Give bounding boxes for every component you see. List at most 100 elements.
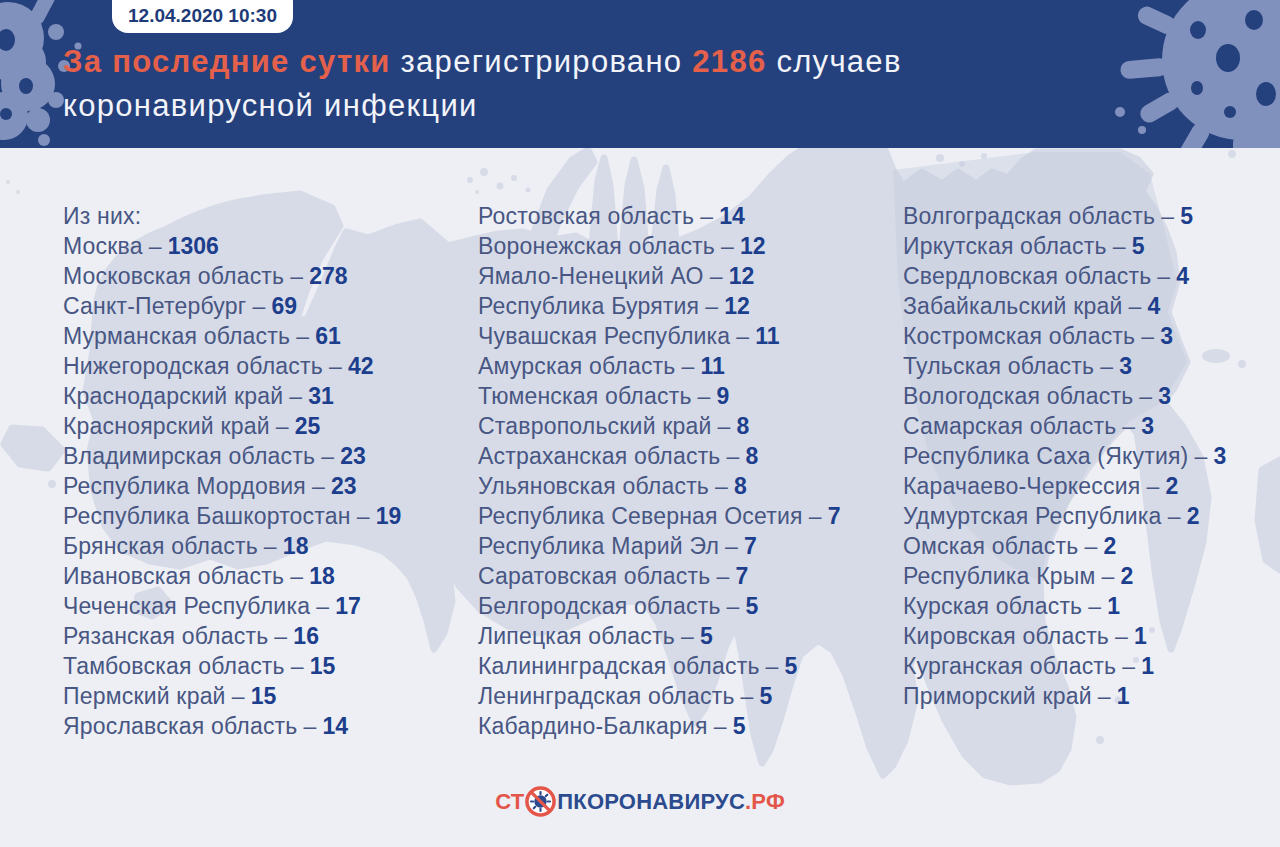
region-stat-row: Ростовская область–14 bbox=[478, 201, 841, 231]
region-name: Ростовская область bbox=[478, 203, 694, 229]
region-name: Ярославская область bbox=[63, 713, 298, 739]
region-case-count: 12 bbox=[729, 263, 755, 289]
dash-separator: – bbox=[1100, 353, 1113, 379]
region-list-column-3: Волгоградская область–5Иркутская область… bbox=[903, 201, 1226, 711]
dash-separator: – bbox=[290, 563, 303, 589]
dash-separator: – bbox=[741, 683, 754, 709]
dash-separator: – bbox=[1161, 203, 1174, 229]
region-list-column-2: Ростовская область–14Воронежская область… bbox=[478, 201, 841, 741]
region-case-count: 3 bbox=[1213, 443, 1226, 469]
region-case-count: 5 bbox=[700, 623, 713, 649]
region-name: Липецкая область bbox=[478, 623, 675, 649]
region-stat-row: Амурская область–11 bbox=[478, 351, 841, 381]
region-case-count: 7 bbox=[735, 563, 748, 589]
date-badge: 12.04.2020 10:30 bbox=[112, 0, 293, 33]
region-case-count: 9 bbox=[717, 383, 730, 409]
region-stat-row: Ямало-Ненецкий АО–12 bbox=[478, 261, 841, 291]
region-stat-row: Костромская область–3 bbox=[903, 321, 1226, 351]
dash-separator: – bbox=[1122, 413, 1135, 439]
dash-separator: – bbox=[1128, 293, 1141, 319]
dash-separator: – bbox=[357, 503, 370, 529]
dash-separator: – bbox=[1194, 443, 1207, 469]
region-case-count: 16 bbox=[293, 623, 319, 649]
dash-separator: – bbox=[710, 263, 723, 289]
region-stat-row: Республика Мордовия–23 bbox=[63, 471, 401, 501]
region-name: Рязанская область bbox=[63, 623, 268, 649]
region-stat-row: Чеченская Республика–17 bbox=[63, 591, 401, 621]
dash-separator: – bbox=[1113, 233, 1126, 259]
region-case-count: 5 bbox=[785, 653, 798, 679]
region-name: Республика Крым bbox=[903, 563, 1096, 589]
dash-separator: – bbox=[1098, 683, 1111, 709]
dash-separator: – bbox=[721, 233, 734, 259]
region-stat-row: Калининградская область–5 bbox=[478, 651, 841, 681]
region-case-count: 5 bbox=[733, 713, 746, 739]
region-stat-row: Удмуртская Республика–2 bbox=[903, 501, 1226, 531]
region-stat-row: Самарская область–3 bbox=[903, 411, 1226, 441]
region-case-count: 1 bbox=[1141, 653, 1154, 679]
region-name: Краснодарский край bbox=[63, 383, 283, 409]
region-stat-row: Белгородская область–5 bbox=[478, 591, 841, 621]
region-stat-row: Забайкальский край–4 bbox=[903, 291, 1226, 321]
dash-separator: – bbox=[1122, 653, 1135, 679]
region-name: Костромская область bbox=[903, 323, 1135, 349]
region-stat-row: Тюменская область–9 bbox=[478, 381, 841, 411]
dash-separator: – bbox=[149, 233, 162, 259]
dash-separator: – bbox=[276, 413, 289, 439]
region-name: Республика Марий Эл bbox=[478, 533, 719, 559]
dash-separator: – bbox=[736, 323, 749, 349]
region-name: Республика Саха (Якутия) bbox=[903, 443, 1188, 469]
dash-separator: – bbox=[1168, 503, 1181, 529]
region-name: Вологодская область bbox=[903, 383, 1133, 409]
region-stat-row: Ярославская область–14 bbox=[63, 711, 401, 741]
region-name: Калининградская область bbox=[478, 653, 760, 679]
region-case-count: 23 bbox=[331, 473, 357, 499]
dash-separator: – bbox=[1102, 563, 1115, 589]
region-stat-row: Кабардино-Балкария–5 bbox=[478, 711, 841, 741]
region-name: Республика Башкортостан bbox=[63, 503, 351, 529]
region-name: Самарская область bbox=[903, 413, 1116, 439]
dash-separator: – bbox=[312, 473, 325, 499]
region-name: Забайкальский край bbox=[903, 293, 1122, 319]
region-name: Тюменская область bbox=[478, 383, 692, 409]
region-name: Приморский край bbox=[903, 683, 1092, 709]
region-stat-row: Республика Саха (Якутия)–3 bbox=[903, 441, 1226, 471]
region-name: Нижегородская область bbox=[63, 353, 323, 379]
region-name: Саратовская область bbox=[478, 563, 710, 589]
headline: За последние сутки зарегистрировано 2186… bbox=[63, 40, 1063, 128]
dash-separator: – bbox=[714, 713, 727, 739]
infographic-page: 12.04.2020 10:30 За последние сутки заре… bbox=[0, 0, 1280, 847]
region-case-count: 1 bbox=[1134, 623, 1147, 649]
region-case-count: 8 bbox=[737, 413, 750, 439]
region-stat-row: Ивановская область–18 bbox=[63, 561, 401, 591]
region-case-count: 7 bbox=[744, 533, 757, 559]
region-name: Красноярский край bbox=[63, 413, 270, 439]
region-case-count: 12 bbox=[740, 233, 766, 259]
region-stat-row: Ульяновская область–8 bbox=[478, 471, 841, 501]
stopcoronavirus-logo: СТ ПКОРОНАВИРУС .РФ bbox=[0, 786, 1280, 817]
region-case-count: 4 bbox=[1176, 263, 1189, 289]
region-stat-row: Москва–1306 bbox=[63, 231, 401, 261]
region-case-count: 2 bbox=[1165, 473, 1178, 499]
region-case-count: 5 bbox=[746, 593, 759, 619]
region-case-count: 42 bbox=[348, 353, 374, 379]
dash-separator: – bbox=[296, 323, 309, 349]
region-case-count: 18 bbox=[283, 533, 309, 559]
region-case-count: 3 bbox=[1119, 353, 1132, 379]
region-name: Тульская область bbox=[903, 353, 1094, 379]
region-name: Кабардино-Балкария bbox=[478, 713, 708, 739]
region-stat-row: Московская область–278 bbox=[63, 261, 401, 291]
dash-separator: – bbox=[1141, 323, 1154, 349]
dash-separator: – bbox=[232, 683, 245, 709]
region-stat-row: Тамбовская область–15 bbox=[63, 651, 401, 681]
region-case-count: 8 bbox=[734, 473, 747, 499]
region-case-count: 12 bbox=[724, 293, 750, 319]
headline-line2: коронавирусной инфекции bbox=[63, 88, 478, 123]
region-stat-row: Брянская область–18 bbox=[63, 531, 401, 561]
region-name: Республика Мордовия bbox=[63, 473, 306, 499]
region-stat-row: Курская область–1 bbox=[903, 591, 1226, 621]
logo-part3: .РФ bbox=[745, 789, 785, 815]
no-virus-icon bbox=[525, 786, 556, 817]
dash-separator: – bbox=[329, 353, 342, 379]
logo-part1: СТ bbox=[495, 789, 524, 815]
